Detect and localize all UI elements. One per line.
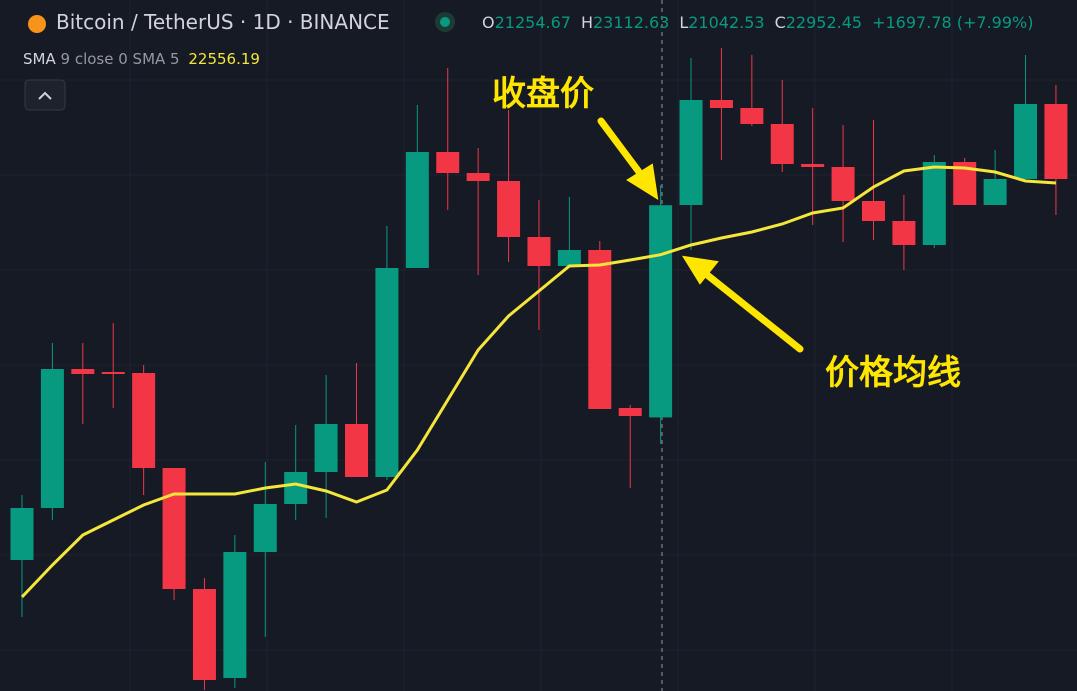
candle-body [861,201,885,221]
annotation: 价格均线 [825,353,961,393]
arrows [597,117,804,353]
indicator-params: 9 close 0 SMA 5 [60,50,180,68]
candle-body [405,152,429,268]
ohlc-value: 23112.63 [592,13,670,32]
arrow-head [626,163,659,200]
collapse-button[interactable] [24,79,66,111]
ohlc-value: 21254.67 [494,13,571,32]
arrow [702,270,804,353]
candle-body [1044,104,1068,179]
candle-body [375,268,399,477]
ohlc-key: C [774,13,786,32]
ohlc-value: 22952.45 [785,13,863,32]
candle-body [770,124,794,164]
ohlc-key: O [482,13,495,32]
candle-body [953,162,977,205]
candle-body [588,250,612,409]
status-dot [440,17,450,27]
candle-body [345,424,369,477]
candle-body [162,468,186,589]
candle-body [466,173,490,181]
candle-body [192,589,216,680]
candle-body [1014,104,1038,179]
candle-body [679,100,703,205]
candle-body [831,167,855,201]
candle-body [314,424,338,472]
ohlc-value: 21042.53 [688,13,765,32]
candle-body [40,369,64,508]
ohlc-key: L [679,13,689,32]
candle-body [284,472,308,504]
candle-body [740,108,764,124]
candle-body [253,504,277,552]
ohlc-legend: O21254.67 H23112.63 L21042.53 C22952.45 +169… [482,13,1033,32]
candle-body [557,250,581,266]
candle-body [497,181,521,237]
candles [10,48,1068,690]
candle-body [223,552,247,678]
indicator-value: 22556.19 [188,50,260,68]
annotation: 收盘价 [492,74,594,114]
ohlc-key: H [580,13,593,32]
candle-body [709,100,733,108]
coin-icon [28,15,46,33]
candle-body [649,205,673,418]
candle-body [101,372,125,374]
indicator-name: SMA [23,50,56,68]
arrow-head [682,255,719,285]
candle-body [71,369,95,374]
candle-body [132,373,156,468]
indicator-legend: SMA 9 close 0 SMA 5 22556.19 [23,50,260,68]
arrow [597,117,649,184]
symbol-title: Bitcoin / TetherUS · 1D · BINANCE [56,10,390,34]
candle-body [983,179,1007,205]
candle-body [527,237,551,266]
candle-body [436,152,460,173]
chevron [38,91,52,100]
change: +1697.78 (+7.99%) [872,13,1034,32]
candle-body [892,221,916,245]
candle-body [801,164,825,167]
candle-body [922,162,946,245]
candle-body [618,408,642,416]
candle-body [10,508,34,560]
sma-line [20,165,1057,599]
